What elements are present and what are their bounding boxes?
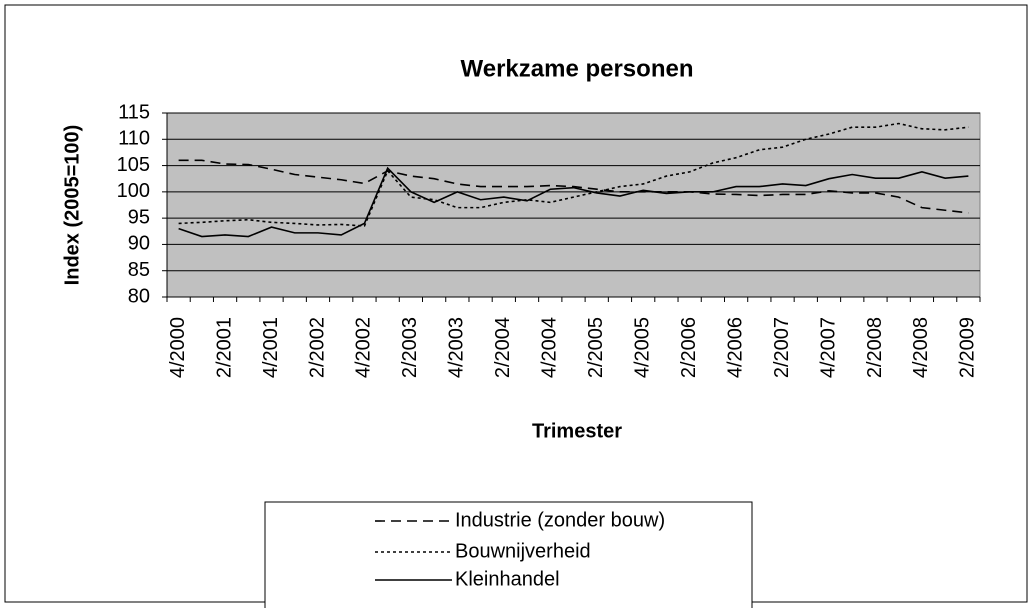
x-tick-label: 2/2004 <box>492 317 514 378</box>
x-tick-label: 4/2000 <box>167 317 189 378</box>
x-tick-label: 4/2006 <box>724 317 746 378</box>
x-tick-label: 4/2003 <box>446 317 468 378</box>
x-tick-label: 2/2005 <box>585 317 607 378</box>
x-tick-label: 2/2002 <box>306 317 328 378</box>
x-tick-label: 2/2009 <box>957 317 979 378</box>
x-tick-label: 2/2008 <box>864 317 886 378</box>
x-tick-label: 2/2001 <box>213 317 235 378</box>
x-tick-label: 2/2006 <box>678 317 700 378</box>
series-line <box>178 159 969 214</box>
y-tick-label: 115 <box>118 101 150 123</box>
legend-box <box>264 501 753 608</box>
y-tick-label: 90 <box>128 233 150 255</box>
series-line <box>178 122 969 227</box>
legend-label: Kleinhandel <box>455 568 560 590</box>
legend-label: Bouwnijverheid <box>455 540 591 562</box>
y-tick-label: 80 <box>128 285 150 307</box>
x-tick-label: 4/2002 <box>353 317 375 378</box>
legend-label: Industrie (zonder bouw) <box>455 509 665 531</box>
y-axis-title: Index (2005=100) <box>61 125 83 286</box>
x-tick-label: 4/2001 <box>260 317 282 378</box>
series-line <box>178 166 969 238</box>
y-tick-label: 100 <box>117 180 150 202</box>
x-axis-title: Trimester <box>532 420 622 442</box>
x-tick-label: 4/2007 <box>817 317 839 378</box>
y-tick-label: 95 <box>128 206 150 228</box>
y-tick-label: 105 <box>117 154 150 176</box>
plot-area <box>166 112 981 298</box>
chart-title: Werkzame personen <box>461 55 694 82</box>
y-tick-label: 85 <box>128 259 150 281</box>
x-tick-label: 2/2007 <box>771 317 793 378</box>
x-tick-label: 4/2004 <box>539 317 561 378</box>
x-tick-label: 4/2008 <box>910 317 932 378</box>
y-tick-label: 110 <box>118 128 150 150</box>
x-tick-label: 2/2003 <box>399 317 421 378</box>
x-tick-label: 4/2005 <box>631 317 653 378</box>
